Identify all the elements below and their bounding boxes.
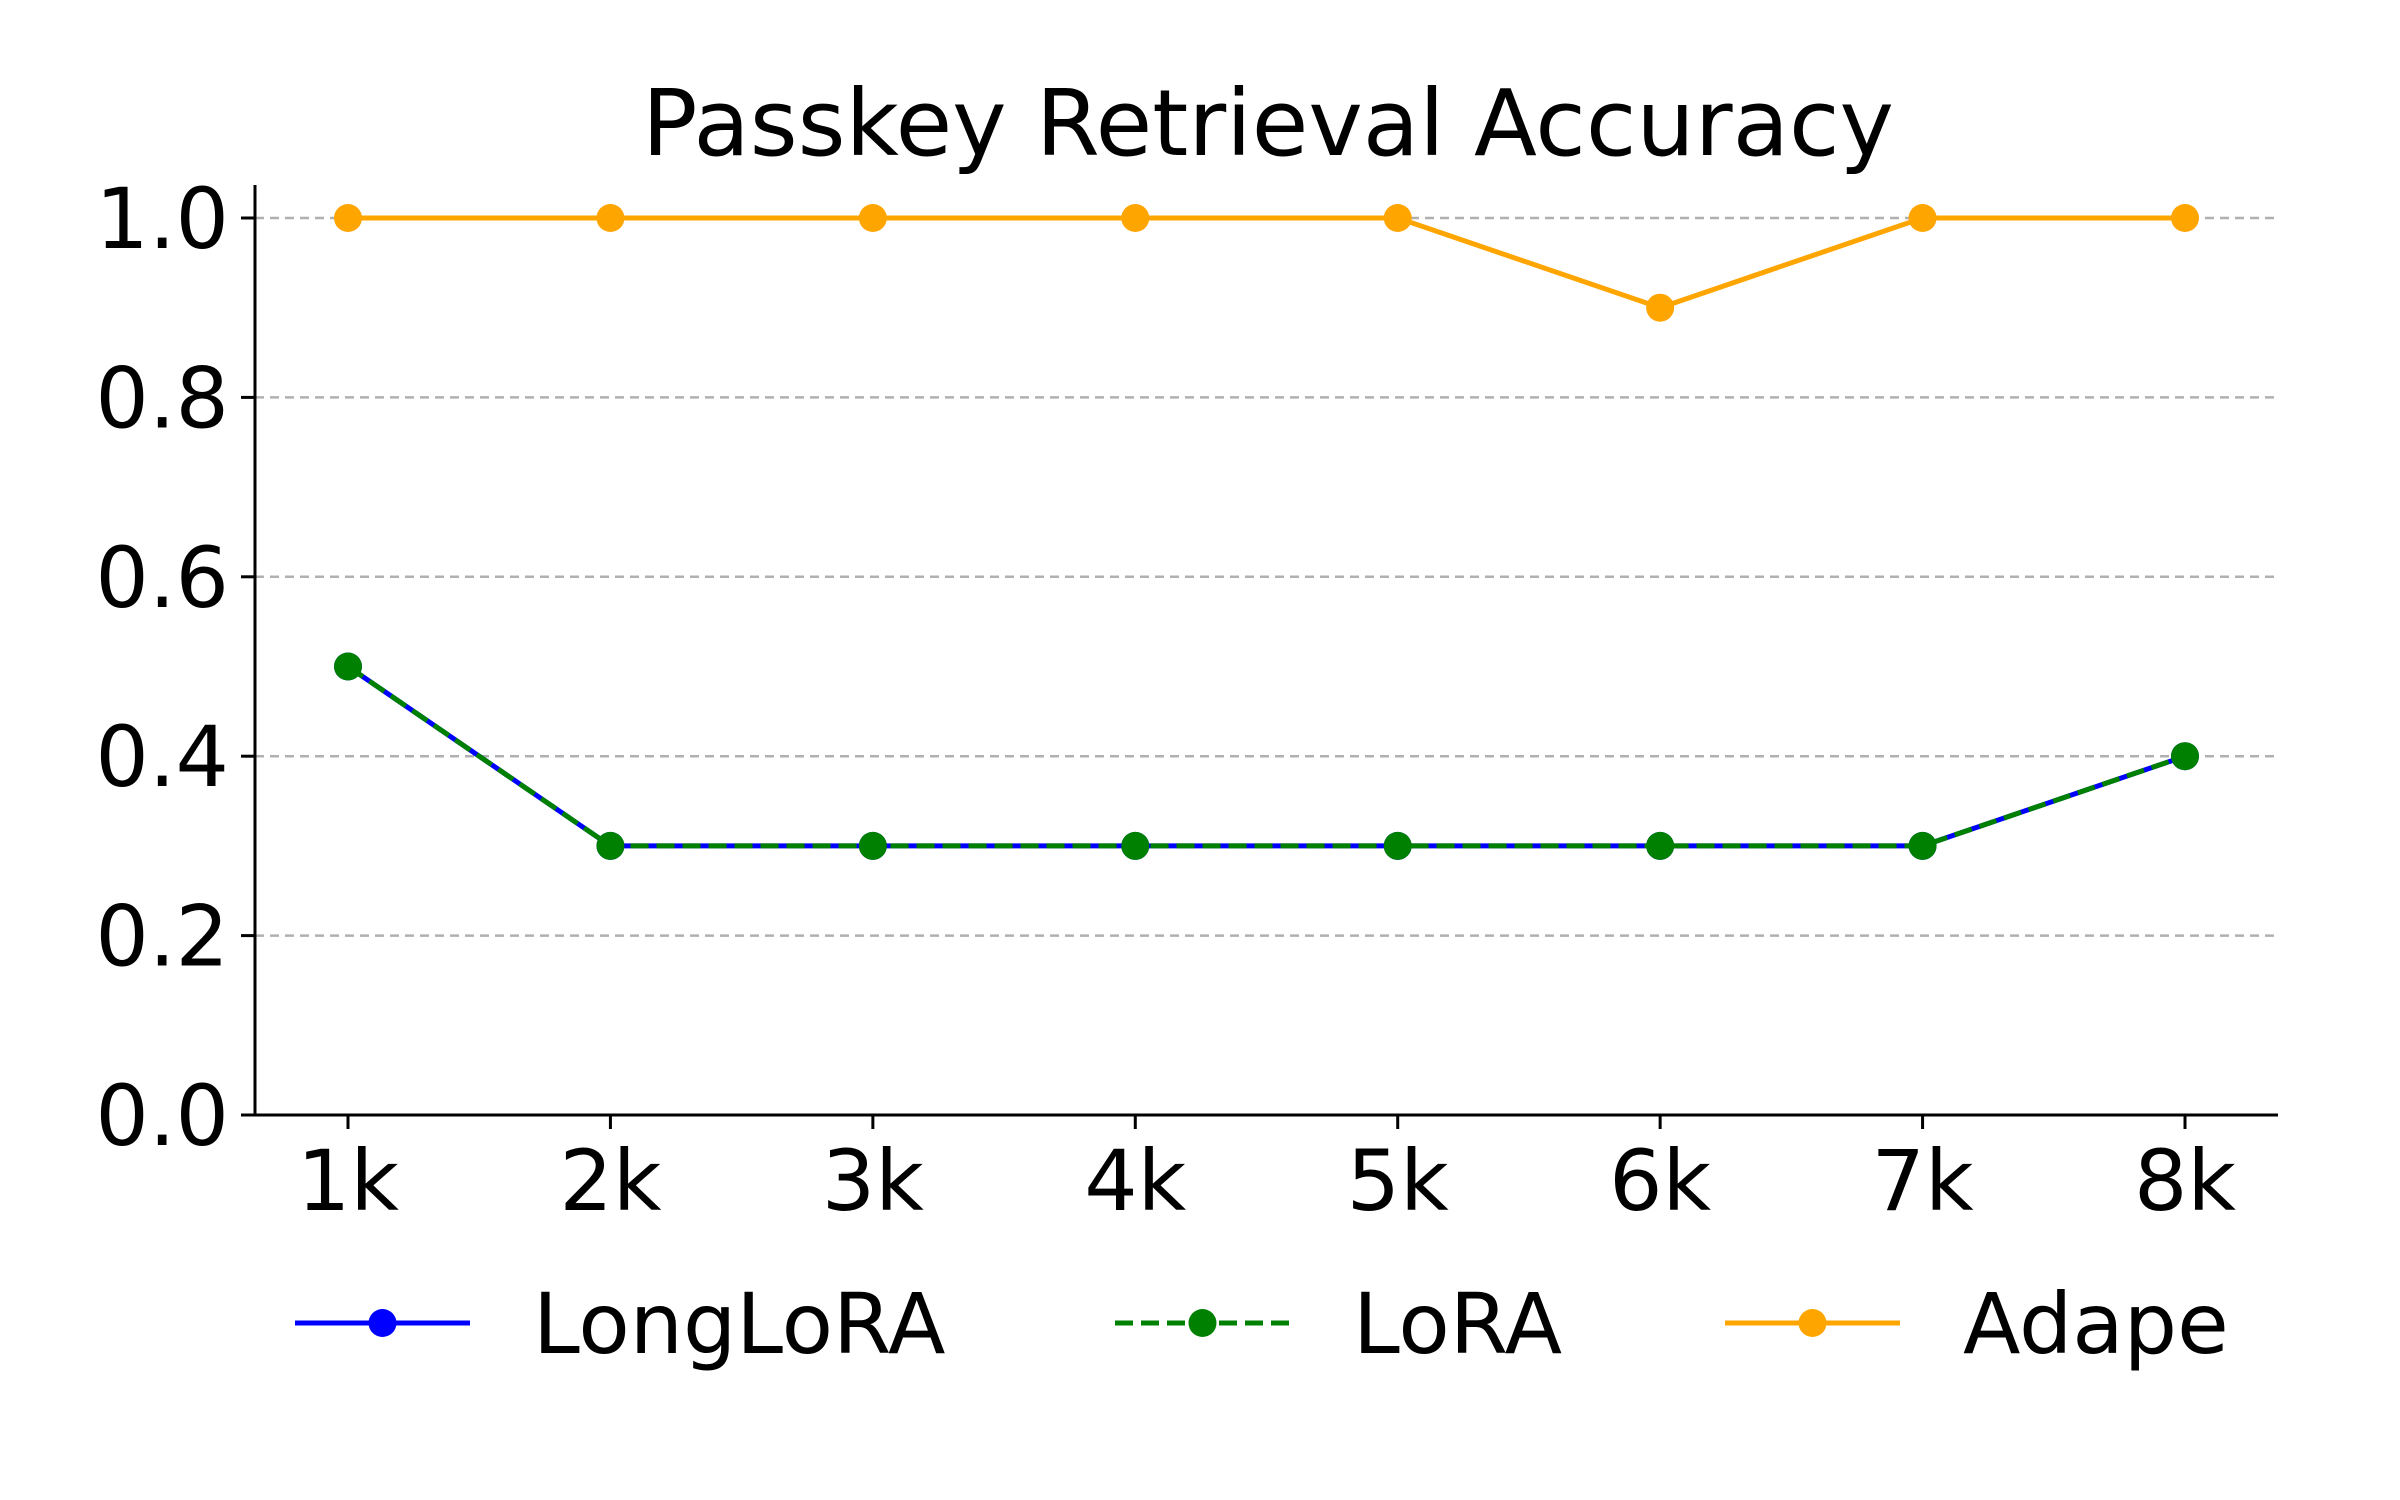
data-point-lora <box>1383 831 1412 860</box>
data-point-adape <box>858 204 887 232</box>
series-lines <box>334 204 2199 860</box>
x-tick-label: 7k <box>1872 1132 1974 1230</box>
x-tick-label: 1k <box>297 1132 399 1230</box>
legend-entry-lora: LoRA <box>1115 1275 1562 1373</box>
y-tick-label: 1.0 <box>95 170 229 268</box>
legend-label: LongLoRA <box>533 1275 945 1373</box>
y-tick-label: 0.6 <box>95 529 229 627</box>
data-point-adape <box>1646 293 1675 322</box>
legend-marker <box>1798 1309 1827 1337</box>
data-point-lora <box>858 831 887 860</box>
data-point-lora <box>1908 831 1937 860</box>
legend: LongLoRA LoRA Adape <box>295 1275 2229 1373</box>
data-point-adape <box>2171 204 2199 232</box>
x-tick-label: 6k <box>1609 1132 1711 1230</box>
data-point-lora <box>1121 831 1150 860</box>
chart-title: Passkey Retrieval Accuracy <box>642 70 1894 177</box>
series-line-adape <box>348 215 2185 311</box>
legend-entry-adape: Adape <box>1725 1275 2229 1373</box>
data-point-lora <box>2171 742 2199 771</box>
legend-marker <box>1188 1309 1217 1337</box>
legend-marker <box>368 1309 397 1337</box>
data-point-lora <box>334 652 362 681</box>
data-point-adape <box>334 204 362 232</box>
y-tick-label: 0.4 <box>95 708 229 806</box>
series-line-lora <box>346 664 2186 849</box>
y-tick-label: 0.2 <box>95 888 229 986</box>
data-point-lora <box>1646 831 1675 860</box>
data-point-adape <box>1908 204 1937 232</box>
series-adape <box>334 204 2199 322</box>
x-tick-label: 2k <box>559 1132 661 1230</box>
legend-label: Adape <box>1963 1275 2229 1373</box>
legend-entry-longlora: LongLoRA <box>295 1275 945 1373</box>
data-point-adape <box>596 204 625 232</box>
x-tick-label: 8k <box>2134 1132 2236 1230</box>
x-tick-label: 4k <box>1084 1132 1186 1230</box>
data-point-adape <box>1383 204 1412 232</box>
x-tick-label: 3k <box>822 1132 924 1230</box>
y-tick-label: 0.0 <box>95 1067 229 1165</box>
axes: 0.0 0.2 0.4 0.6 0.8 1.0 1k 2k 3k 4k 5k 6k 7k 8k <box>95 170 2278 1230</box>
y-tick-label: 0.8 <box>95 349 229 447</box>
series-lora <box>334 652 2199 860</box>
data-point-lora <box>596 831 625 860</box>
x-tick-label: 5k <box>1347 1132 1449 1230</box>
data-point-adape <box>1121 204 1150 232</box>
legend-label: LoRA <box>1353 1275 1562 1373</box>
